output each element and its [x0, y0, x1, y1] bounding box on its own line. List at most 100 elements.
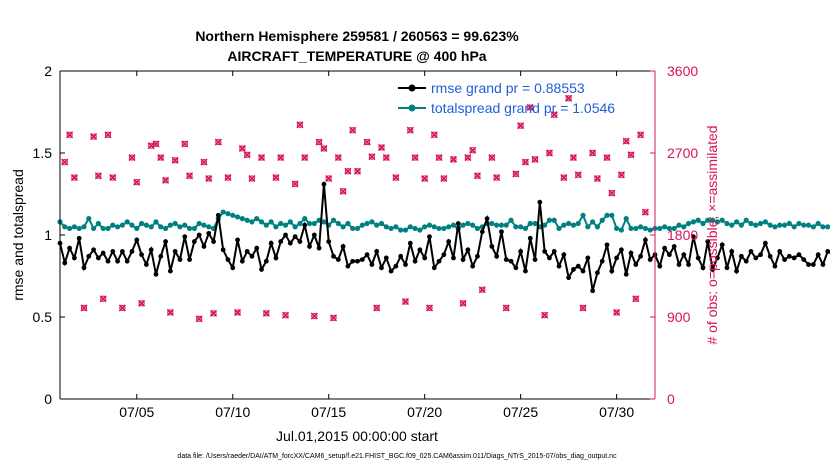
rmse-point: [686, 262, 691, 267]
totalspread-point: [796, 220, 802, 227]
obs-assimilated-marker: [603, 153, 611, 162]
obs-possible-marker: [608, 189, 615, 197]
totalspread-point: [546, 217, 553, 223]
totalspread-point: [446, 224, 452, 230]
obs-possible-marker: [172, 157, 179, 164]
totalspread-point: [513, 224, 519, 230]
rmse-point: [225, 257, 231, 262]
totalspread-point: [542, 222, 548, 228]
totalspread-point: [503, 222, 509, 228]
totalspread-point: [532, 220, 538, 227]
totalspread-point: [566, 220, 572, 227]
obs-possible-marker: [373, 304, 380, 311]
totalspread-point: [162, 225, 169, 232]
rmse-point: [503, 257, 509, 262]
obs-assimilated-marker: [109, 174, 117, 182]
obs-possible-marker: [421, 175, 428, 182]
rmse-point: [599, 258, 605, 264]
legend-rmse-marker: [408, 84, 416, 92]
obs-assimilated-marker: [637, 131, 645, 139]
obs-assimilated-marker: [296, 121, 304, 129]
obs-possible-marker: [234, 309, 241, 316]
obs-possible-marker: [527, 104, 534, 111]
obs-possible-marker: [335, 154, 342, 161]
rmse-point: [772, 263, 778, 269]
obs-assimilated-marker: [181, 140, 189, 148]
obs-assimilated-marker: [185, 172, 194, 180]
totalspread-point: [657, 225, 663, 232]
totalspread-point: [709, 217, 716, 223]
totalspread-point: [580, 212, 586, 218]
obs-assimilated-marker: [262, 309, 270, 317]
y-tick-label-right: 0: [667, 391, 675, 407]
obs-possible-marker: [368, 153, 375, 160]
obs-assimilated-marker: [608, 189, 616, 197]
rmse-point: [475, 253, 480, 259]
rmse-point: [403, 262, 408, 267]
obs-possible-marker: [239, 145, 246, 152]
y-tick-label-left: 0: [44, 391, 52, 407]
totalspread-point: [153, 219, 159, 225]
totalspread-point: [393, 224, 399, 230]
rmse-point: [331, 253, 336, 259]
rmse-point: [571, 267, 576, 272]
obs-possible-marker: [411, 154, 419, 161]
obs-possible-marker: [186, 172, 193, 179]
obs-count-layer: [61, 94, 649, 323]
x-tick-label: 07/15: [311, 404, 346, 420]
totalspread-point: [441, 225, 447, 232]
obs-assimilated-marker: [512, 170, 520, 178]
obs-possible-marker: [205, 175, 212, 182]
obs-assimilated-marker: [541, 311, 549, 319]
totalspread-point: [666, 225, 672, 232]
rmse-point: [153, 271, 159, 277]
obs-assimilated-marker: [281, 311, 290, 319]
rmse-point: [585, 255, 591, 261]
obs-possible-marker: [565, 95, 572, 102]
obs-assimilated-marker: [301, 153, 309, 162]
y-tick-label-right: 900: [667, 309, 691, 325]
x-tick-label: 07/05: [119, 404, 154, 420]
rmse-point: [383, 255, 389, 261]
obs-assimilated-marker: [435, 153, 443, 162]
totalspread-point: [378, 220, 385, 227]
totalspread-point: [191, 225, 197, 232]
obs-possible-marker: [594, 175, 601, 182]
obs-possible-marker: [575, 171, 582, 178]
rmse-point: [494, 253, 500, 259]
rmse-point: [623, 271, 629, 277]
rmse-point: [412, 258, 418, 264]
rmse-point: [556, 263, 562, 269]
rmse-point: [666, 252, 672, 258]
rmse-point: [614, 255, 620, 261]
totalspread-point: [100, 225, 106, 232]
totalspread-point: [297, 220, 303, 227]
obs-possible-marker: [95, 172, 102, 179]
rmse-point: [647, 257, 653, 262]
obs-assimilated-marker: [320, 144, 328, 153]
rmse-point: [484, 216, 490, 222]
x-tick-label: 07/25: [503, 404, 538, 420]
obs-possible-marker: [402, 298, 409, 305]
totalspread-point: [388, 225, 394, 232]
totalspread-point: [614, 225, 620, 232]
totalspread-point: [417, 227, 423, 233]
obs-possible-marker: [383, 154, 390, 161]
obs-assimilated-marker: [161, 176, 170, 184]
obs-assimilated-marker: [641, 208, 649, 216]
totalspread-point: [398, 227, 404, 233]
totalspread-point: [561, 222, 567, 228]
obs-assimilated-marker: [425, 304, 434, 312]
rmse-point: [115, 258, 120, 264]
rmse-point: [527, 235, 533, 241]
rmse-point: [499, 229, 504, 235]
rmse-point: [287, 240, 293, 246]
obs-possible-marker: [464, 154, 471, 161]
rmse-point: [350, 258, 356, 264]
obs-possible-marker: [90, 133, 97, 140]
rmse-point: [508, 258, 514, 264]
rmse-point: [681, 252, 687, 258]
obs-possible-marker: [248, 175, 256, 182]
totalspread-point: [234, 214, 241, 220]
rmse-point: [791, 255, 797, 261]
